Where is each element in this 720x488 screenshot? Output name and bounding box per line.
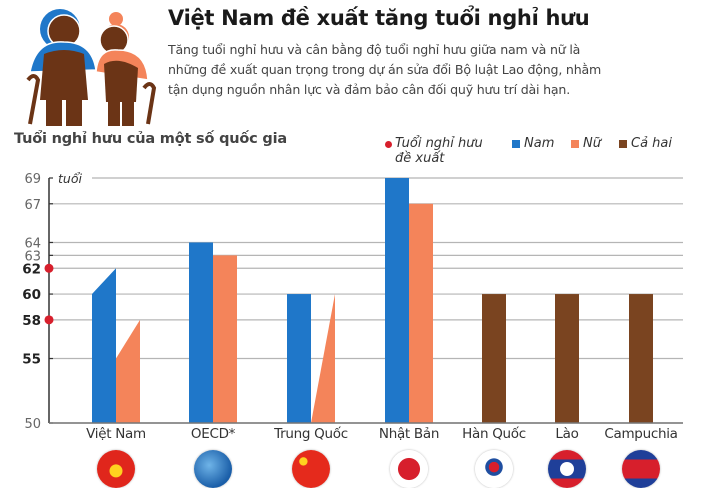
legend-label: Cả hai (631, 136, 672, 151)
y-tick-label: 64 (24, 236, 41, 251)
y-tick-label: 63 (24, 249, 41, 264)
subtitle-line: tận dụng nguồn nhân lực và đảm bảo cân đ… (168, 82, 571, 97)
bar-nam (287, 294, 311, 423)
bar-nam (92, 268, 116, 423)
legend-label: Nữ (583, 136, 601, 151)
x-axis-label: Lào (555, 426, 579, 442)
proposed-age-marker (44, 315, 54, 325)
x-axis-label: Việt Nam (86, 426, 146, 442)
bar-ca-hai (482, 294, 506, 423)
japan-flag-icon (390, 450, 428, 488)
y-tick-label: 69 (24, 172, 41, 187)
subtitle-line: Tăng tuổi nghỉ hưu và cân bằng độ tuổi n… (168, 42, 581, 57)
bar-nam (189, 242, 213, 423)
x-axis-label: OECD* (190, 426, 236, 442)
legend-label: Nam (524, 136, 555, 151)
cambodia-flag-icon (622, 450, 660, 488)
bar-nu (311, 294, 335, 423)
y-tick-label: 55 (22, 352, 41, 368)
china-flag-icon (292, 450, 330, 488)
x-axis-label: Hàn Quốc (462, 426, 526, 442)
bar-nu (116, 319, 140, 423)
red-dot-icon (385, 141, 392, 148)
subtitle: Tăng tuổi nghỉ hưu và cân bằng độ tuổi n… (168, 40, 713, 100)
page-title: Việt Nam đề xuất tăng tuổi nghỉ hưu (168, 6, 590, 30)
subtitle-line: những đề xuất quan trọng trong dự án sửa… (168, 62, 602, 77)
vietnam-flag-icon (97, 450, 135, 488)
y-tick-label: 50 (24, 417, 41, 432)
y-axis-unit-label: tuổi (58, 171, 82, 186)
proposed-age-marker (44, 263, 54, 273)
legend-nam: Nam (512, 136, 554, 151)
elderly-couple-icon (8, 2, 158, 126)
chart-title: Tuổi nghỉ hưu của một số quốc gia (14, 131, 287, 147)
legend-proposed: Tuổi nghỉ hưu đề xuất (385, 136, 483, 166)
bar-ca-hai (629, 294, 653, 423)
y-tick-label: 67 (24, 198, 41, 213)
legend-label: Tuổi nghỉ hưu (395, 136, 483, 151)
bar-nu (213, 255, 237, 423)
laos-flag-icon (548, 450, 586, 488)
legend-label: đề xuất (395, 151, 445, 166)
oecd-logo-icon (194, 450, 232, 488)
x-axis-label: Nhật Bản (378, 426, 440, 442)
y-tick-label: 58 (22, 313, 41, 329)
legend-nu: Nữ (571, 136, 601, 151)
brown-square-icon (619, 140, 627, 148)
orange-square-icon (571, 140, 579, 148)
y-tick-label: 62 (22, 261, 41, 277)
bar-nam (385, 178, 409, 423)
blue-square-icon (512, 140, 520, 148)
y-tick-label: 60 (22, 287, 41, 303)
x-axis-label: Campuchia (604, 426, 678, 442)
bar-ca-hai (555, 294, 579, 423)
korea-flag-icon (475, 450, 513, 488)
x-axis-label: Trung Quốc (274, 426, 348, 442)
legend-ca-hai: Cả hai (619, 136, 672, 151)
bar-nu (409, 203, 433, 423)
